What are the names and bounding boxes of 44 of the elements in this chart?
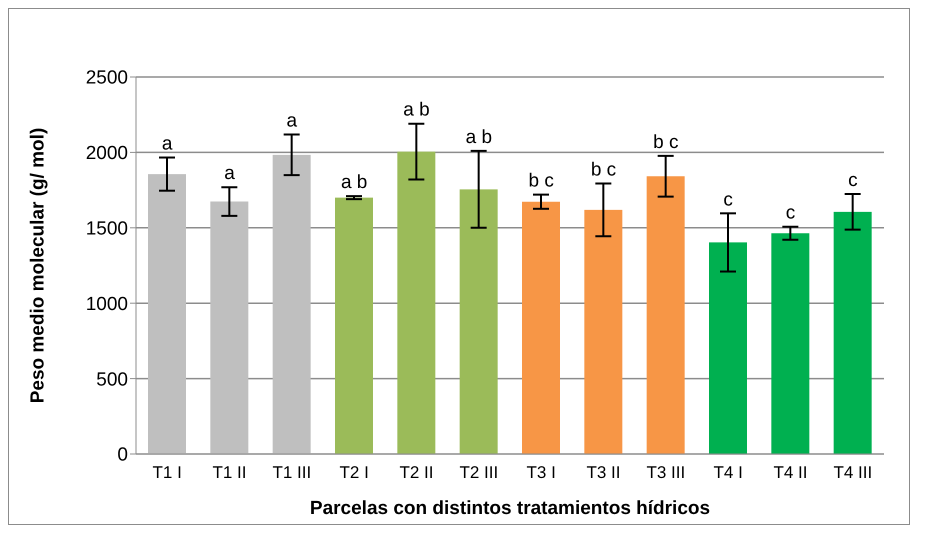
x-tick-label: T1 III	[272, 463, 312, 482]
annotation: a	[224, 163, 236, 184]
bar	[460, 189, 498, 454]
bar	[148, 174, 186, 454]
bar	[397, 152, 436, 454]
annotation: c	[848, 170, 858, 192]
x-tick-label: T4 I	[714, 463, 743, 482]
annotation: c	[786, 202, 796, 224]
annotation: b c	[528, 170, 554, 192]
x-tick-label: T2 I	[340, 463, 369, 482]
bar	[646, 176, 685, 454]
annotation: a b	[340, 172, 368, 194]
x-tick-label: T4 III	[833, 463, 872, 482]
annotation: a	[162, 134, 173, 155]
bar	[709, 242, 747, 454]
x-tick-label: T3 I	[526, 463, 556, 482]
bar	[771, 233, 810, 454]
y-tick-label: 0	[117, 444, 128, 466]
x-tick-label: T4 II	[773, 463, 808, 482]
annotation: a	[286, 110, 298, 132]
bar	[522, 202, 560, 454]
annotation: b c	[590, 159, 616, 180]
bar	[584, 210, 622, 454]
annotation: c	[723, 189, 733, 210]
y-tick-label: 1000	[86, 294, 128, 315]
annotation: b c	[653, 132, 679, 153]
x-tick-label: T1 I	[152, 463, 182, 482]
x-axis-title: Parcelas con distintos tratamientos hídricos	[310, 498, 710, 519]
y-tick-label: 2500	[86, 68, 128, 89]
x-tick-label: T3 III	[646, 463, 686, 482]
annotation: a b	[403, 100, 430, 121]
x-tick-label: T1 II	[212, 463, 247, 482]
bar	[272, 154, 311, 454]
annotation: a b	[466, 126, 492, 148]
bar	[834, 212, 872, 454]
y-tick-label: 1500	[86, 218, 128, 240]
x-tick-label: T2 III	[459, 463, 498, 482]
bar	[210, 202, 248, 454]
y-tick-label: 500	[96, 369, 128, 390]
x-tick-label: T2 II	[399, 463, 434, 482]
y-tick-label: 2000	[86, 143, 128, 164]
bar	[335, 198, 373, 454]
y-axis-title: Peso medio molecular (g/ mol)	[28, 128, 49, 404]
x-tick-label: T3 II	[586, 463, 621, 482]
